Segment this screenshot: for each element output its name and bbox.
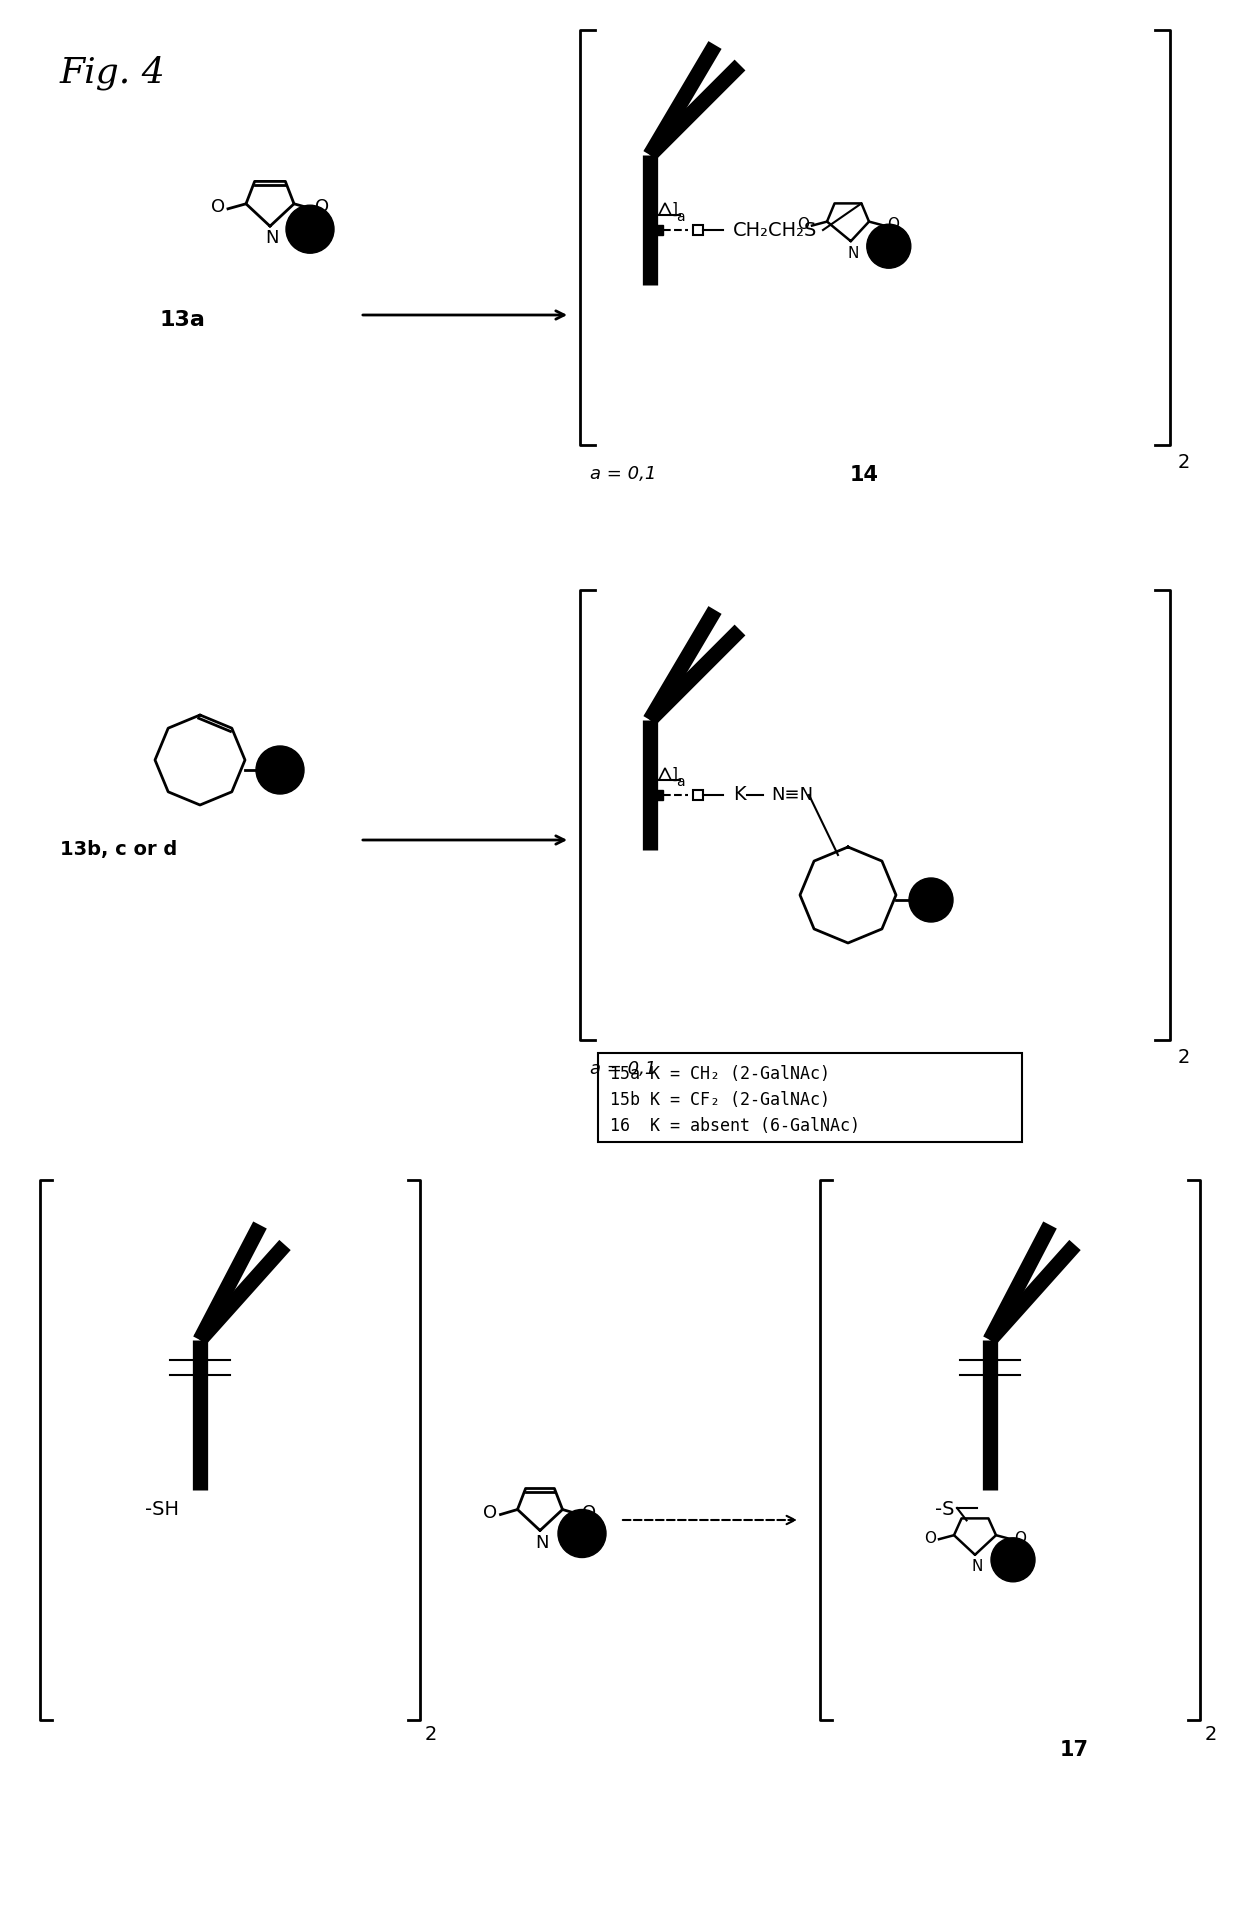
Text: O: O (924, 1531, 936, 1546)
Text: N: N (847, 247, 858, 260)
Text: CH₂CH₂S: CH₂CH₂S (733, 220, 817, 239)
Text: Fig. 4: Fig. 4 (60, 55, 166, 90)
Circle shape (286, 204, 334, 252)
Text: ]: ] (672, 766, 678, 782)
Text: O: O (887, 218, 899, 231)
Text: O: O (315, 199, 329, 216)
Text: a: a (676, 210, 684, 224)
Text: 2: 2 (425, 1726, 438, 1745)
Bar (653, 225, 663, 235)
Bar (693, 789, 703, 801)
Text: 2: 2 (1178, 453, 1190, 472)
Text: a: a (676, 776, 684, 789)
Text: ]: ] (672, 201, 678, 216)
Text: O: O (1014, 1531, 1025, 1546)
Text: 15b K = CF₂ (2-GalNAc): 15b K = CF₂ (2-GalNAc) (610, 1091, 830, 1108)
Circle shape (255, 745, 304, 793)
Text: K: K (733, 785, 745, 805)
Bar (693, 225, 703, 235)
Text: N≡N: N≡N (771, 785, 813, 805)
Text: O: O (583, 1504, 596, 1521)
Text: N: N (971, 1559, 982, 1575)
Text: 13b, c or d: 13b, c or d (60, 841, 177, 860)
Text: 17: 17 (1060, 1741, 1089, 1760)
Text: O: O (797, 218, 808, 231)
Text: 13a: 13a (160, 310, 206, 331)
Text: [: [ (646, 766, 652, 782)
Circle shape (909, 877, 954, 921)
Text: O: O (484, 1504, 497, 1521)
Text: 14: 14 (849, 464, 879, 485)
Text: 2: 2 (1205, 1726, 1218, 1745)
Text: N: N (265, 229, 279, 247)
Text: 2: 2 (1178, 1047, 1190, 1066)
Circle shape (991, 1538, 1035, 1582)
Text: a = 0,1: a = 0,1 (590, 1061, 656, 1078)
Bar (653, 789, 663, 801)
Text: O: O (211, 199, 226, 216)
Text: 15a K = CH₂ (2-GalNAc): 15a K = CH₂ (2-GalNAc) (610, 1064, 830, 1084)
Text: a = 0,1: a = 0,1 (590, 464, 656, 483)
FancyBboxPatch shape (598, 1053, 1022, 1143)
Text: N: N (536, 1533, 549, 1552)
Text: [: [ (646, 201, 652, 216)
Text: -SH: -SH (145, 1500, 179, 1519)
Text: -S: -S (935, 1500, 955, 1519)
Circle shape (558, 1510, 606, 1557)
Text: 16  K = absent (6-GalNAc): 16 K = absent (6-GalNAc) (610, 1118, 861, 1135)
Circle shape (867, 224, 911, 268)
